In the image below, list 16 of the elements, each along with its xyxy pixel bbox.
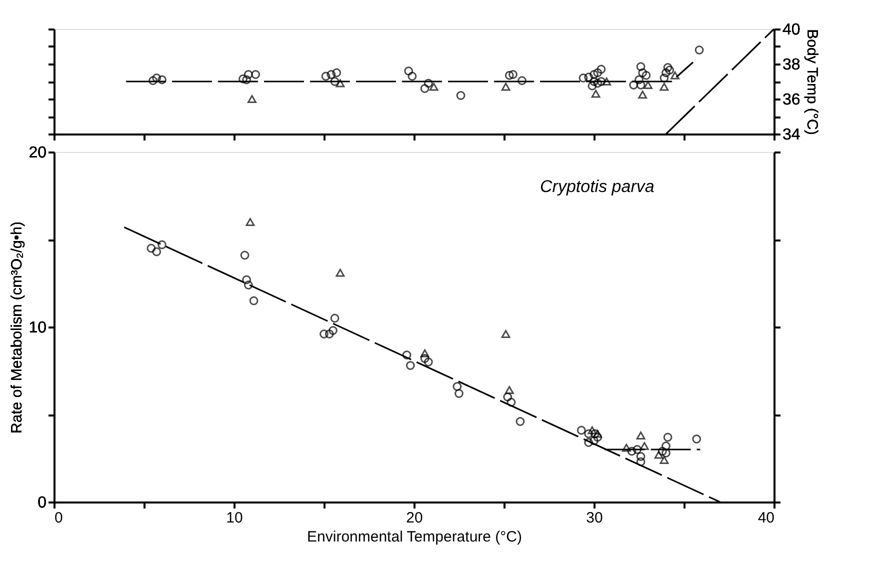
annotation: Cryptotis parva: [540, 177, 654, 196]
y-tick-label: 36: [782, 92, 800, 108]
y-tick-label: 38: [782, 56, 800, 74]
y-tick-label: 20: [28, 144, 47, 162]
y-tick-label: 0: [38, 494, 47, 512]
x-axis-title: Environmental Temperature (°C): [307, 528, 522, 546]
x-tick-label: 30: [586, 510, 603, 526]
x-tick-label: 20: [406, 510, 423, 526]
y-tick-label: 40: [782, 22, 800, 38]
y-axis-title: Body Temp (°C): [803, 29, 820, 135]
y-axis-title: Rate of Metabolism (cm³O₂/g•h): [8, 222, 26, 434]
y-tick-label: 34: [782, 126, 800, 144]
x-tick-label: 10: [226, 510, 243, 526]
x-tick-label: 0: [54, 510, 63, 526]
x-tick-label: 40: [758, 510, 774, 526]
y-tick-label: 10: [28, 320, 47, 336]
